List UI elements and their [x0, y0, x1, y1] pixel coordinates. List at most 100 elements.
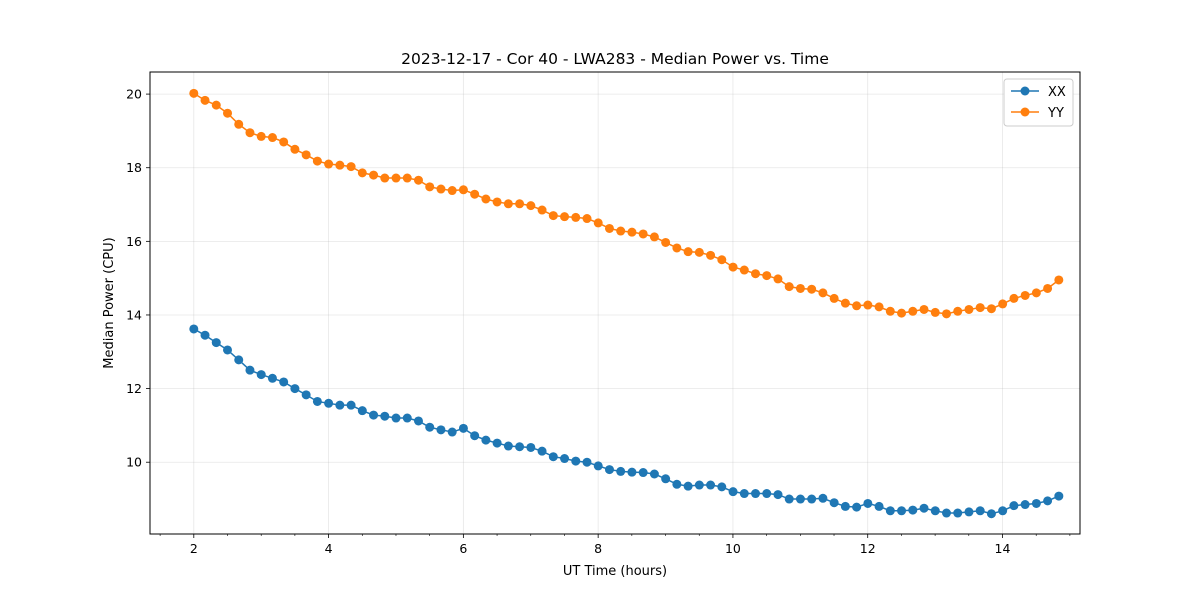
data-point-xx — [863, 498, 873, 508]
series-layer — [189, 88, 1064, 519]
data-point-xx — [1009, 501, 1019, 511]
data-point-xx — [694, 480, 704, 490]
data-point-xx — [211, 338, 221, 348]
data-point-yy — [627, 227, 637, 237]
data-point-yy — [773, 274, 783, 284]
data-point-yy — [447, 186, 457, 196]
data-point-yy — [548, 211, 558, 221]
legend-label-xx: XX — [1048, 85, 1066, 100]
data-point-xx — [267, 373, 277, 383]
axes: 2 4 6 8 10 12 14 10 12 14 16 18 20 — [126, 87, 1071, 556]
grid — [150, 72, 1080, 534]
data-point-xx — [986, 509, 996, 519]
data-point-xx — [436, 425, 446, 435]
data-point-yy — [930, 307, 940, 317]
data-point-yy — [458, 185, 468, 195]
y-tick-label: 10 — [126, 455, 142, 470]
data-point-xx — [200, 330, 210, 340]
data-point-yy — [380, 173, 390, 183]
data-point-yy — [840, 298, 850, 308]
data-point-yy — [346, 162, 356, 172]
data-point-xx — [998, 506, 1008, 516]
data-point-yy — [706, 250, 716, 260]
data-point-yy — [189, 88, 199, 98]
data-point-yy — [604, 223, 614, 233]
data-point-yy — [616, 226, 626, 236]
data-point-yy — [537, 205, 547, 215]
y-tick-label: 20 — [126, 87, 142, 102]
data-point-yy — [279, 137, 289, 147]
data-point-yy — [290, 144, 300, 154]
data-point-xx — [256, 370, 266, 380]
data-point-xx — [312, 396, 322, 406]
data-point-yy — [301, 150, 311, 160]
data-point-xx — [784, 494, 794, 504]
data-point-yy — [503, 199, 513, 209]
data-point-xx — [638, 468, 648, 478]
data-point-xx — [683, 481, 693, 491]
data-point-xx — [503, 441, 513, 451]
x-tick-label: 6 — [459, 541, 467, 556]
data-point-yy — [908, 306, 918, 316]
data-point-yy — [728, 262, 738, 272]
data-point-yy — [436, 184, 446, 194]
x-tick-label: 2 — [190, 541, 198, 556]
y-tick-label: 12 — [126, 381, 142, 396]
data-point-yy — [661, 237, 671, 247]
data-point-xx — [223, 345, 233, 355]
data-point-yy — [1054, 275, 1064, 285]
data-point-xx — [885, 506, 895, 516]
data-point-yy — [234, 119, 244, 129]
data-point-yy — [245, 128, 255, 138]
data-point-xx — [919, 503, 929, 513]
legend: XX YY — [1003, 78, 1074, 127]
data-point-xx — [492, 438, 502, 448]
data-point-xx — [762, 489, 772, 499]
data-point-yy — [369, 170, 379, 180]
data-point-xx — [1043, 496, 1053, 506]
data-point-yy — [874, 302, 884, 312]
data-point-xx — [391, 413, 401, 423]
data-point-xx — [672, 479, 682, 489]
y-axis-label: Median Power (CPU) — [102, 237, 117, 368]
data-point-yy — [649, 232, 659, 242]
data-point-xx — [582, 457, 592, 467]
data-point-xx — [380, 411, 390, 421]
data-point-xx — [818, 493, 828, 503]
data-point-yy — [470, 189, 480, 199]
data-point-yy — [425, 182, 435, 192]
data-point-yy — [515, 199, 525, 209]
data-point-xx — [279, 377, 289, 387]
data-point-yy — [200, 95, 210, 105]
data-point-yy — [492, 197, 502, 207]
data-point-yy — [762, 271, 772, 281]
data-point-yy — [964, 304, 974, 314]
data-point-xx — [604, 465, 614, 475]
data-point-xx — [357, 406, 367, 416]
data-point-xx — [526, 442, 536, 452]
y-tick-label: 16 — [126, 234, 142, 249]
data-point-xx — [964, 507, 974, 517]
x-tick-label: 10 — [725, 541, 741, 556]
data-point-yy — [694, 247, 704, 257]
data-point-yy — [211, 100, 221, 110]
data-point-yy — [560, 212, 570, 222]
data-point-yy — [391, 173, 401, 183]
data-point-xx — [807, 494, 817, 504]
data-point-yy — [885, 306, 895, 316]
x-tick-label: 4 — [325, 541, 333, 556]
data-point-xx — [346, 400, 356, 410]
x-tick-label: 12 — [860, 541, 876, 556]
data-point-yy — [223, 108, 233, 118]
data-point-xx — [548, 452, 558, 462]
data-point-yy — [1043, 283, 1053, 293]
data-point-xx — [324, 398, 334, 408]
data-point-yy — [1009, 293, 1019, 303]
data-point-xx — [593, 461, 603, 471]
data-point-xx — [301, 390, 311, 400]
data-point-yy — [807, 284, 817, 294]
data-point-xx — [975, 506, 985, 516]
plot-frame — [149, 71, 1081, 535]
data-point-yy — [312, 156, 322, 166]
data-point-xx — [234, 355, 244, 365]
